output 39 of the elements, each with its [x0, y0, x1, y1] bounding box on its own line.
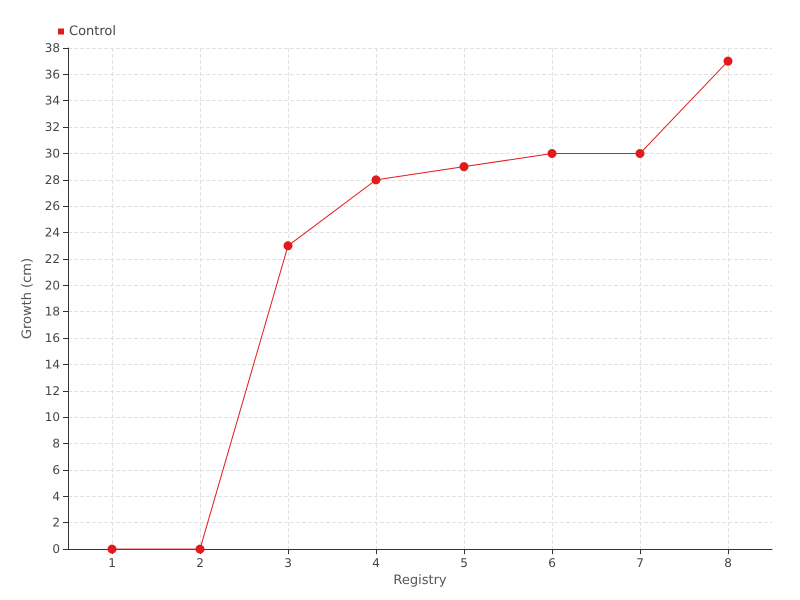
y-tick-label: 38 — [44, 41, 60, 55]
y-tick-label: 10 — [44, 410, 60, 424]
x-tick-label: 1 — [108, 556, 116, 570]
point — [372, 175, 380, 184]
y-tick-label: 30 — [44, 146, 60, 160]
y-tick-label: 8 — [52, 436, 60, 451]
y-tick-label: 34 — [44, 94, 60, 108]
y-tick-label: 4 — [52, 489, 60, 504]
y-tick-label: 18 — [44, 304, 60, 319]
x-tick-label: 6 — [548, 556, 556, 570]
y-tick-label: 36 — [44, 67, 60, 82]
point — [284, 241, 292, 250]
x-tick-label: 2 — [196, 556, 204, 570]
point — [108, 544, 116, 554]
x-tick-label: 7 — [636, 556, 644, 570]
x-tick-label: 3 — [284, 556, 292, 570]
x-tick-label: 5 — [460, 556, 468, 570]
y-tick-label: 14 — [44, 357, 60, 372]
y-axis-title: Growth (cm) — [20, 258, 35, 340]
y-tick-label: 26 — [44, 199, 60, 214]
y-tick-label: 24 — [44, 226, 60, 240]
point — [196, 544, 204, 554]
y-tick-label: 20 — [44, 278, 60, 292]
point — [724, 56, 732, 66]
legend-label: Control — [69, 24, 116, 39]
point — [548, 148, 556, 158]
point — [460, 162, 468, 172]
y-tick-label: 2 — [52, 516, 60, 530]
x-tick-label: 4 — [372, 556, 380, 570]
y-tick-label: 22 — [44, 252, 60, 266]
y-tick-label: 6 — [52, 462, 60, 477]
x-tick-label: 8 — [724, 556, 732, 570]
y-tick-label: 32 — [44, 120, 60, 134]
y-tick-label: 12 — [44, 384, 60, 398]
y-tick-label: 28 — [44, 172, 60, 187]
y-tick-label: 0 — [52, 542, 60, 556]
x-axis-title: Registry — [393, 573, 447, 588]
point — [636, 148, 644, 158]
y-tick-label: 16 — [44, 331, 60, 346]
